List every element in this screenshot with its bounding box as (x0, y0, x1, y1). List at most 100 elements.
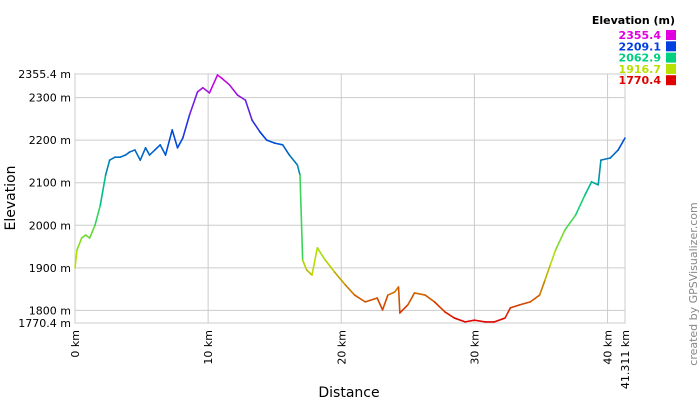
x-tick-label: 0 km (69, 330, 82, 358)
profile-segment (549, 249, 557, 266)
profile-segment (617, 137, 626, 151)
profile-segment (464, 319, 476, 323)
profile-segment (80, 234, 87, 239)
profile-segment (316, 247, 327, 261)
profile-segment (159, 144, 167, 156)
legend-label: 2209.1 (619, 40, 661, 53)
profile-segment (574, 194, 586, 216)
profile-segment (273, 142, 284, 146)
profile-segment (188, 91, 199, 116)
profile-segment (529, 294, 541, 303)
profile-segment (176, 137, 184, 149)
profile-segment (493, 317, 506, 323)
profile-segment (584, 181, 593, 196)
profile-segment (609, 149, 619, 159)
x-tick-label: 41.311 km (619, 330, 632, 389)
profile-segment (208, 74, 219, 94)
profile-segment (84, 234, 91, 239)
profile-segment (590, 181, 600, 186)
profile-segment (387, 291, 396, 296)
legend-title: Elevation (m) (592, 14, 675, 27)
y-tick-label: 2200 m (29, 134, 71, 147)
legend-label: 2355.4 (619, 29, 662, 42)
profile-segment (381, 294, 389, 311)
profile-segment (324, 259, 336, 273)
profile-segment (288, 154, 299, 166)
profile-segment (518, 301, 532, 306)
profile-segment (544, 264, 552, 281)
x-tick-label: 40 km (602, 330, 615, 365)
x-axis-label: Distance (318, 385, 379, 400)
profile-segment (299, 174, 304, 261)
profile-segment (124, 151, 131, 156)
profile-segment (148, 149, 156, 156)
profile-segment (554, 229, 566, 251)
profile-segment (196, 86, 204, 93)
legend-swatch (666, 52, 676, 63)
profile-segment (220, 77, 231, 86)
profile-segment (236, 94, 247, 101)
y-tick-label: 2300 m (29, 92, 71, 105)
profile-segment (444, 311, 456, 319)
profile-segment (399, 304, 409, 314)
profile-segment (597, 159, 602, 186)
y-tick-label: 2000 m (29, 219, 71, 232)
profile-segment (424, 294, 436, 303)
profile-segment (301, 259, 308, 271)
y-tick-label: 1900 m (29, 262, 71, 275)
profile-segment (104, 159, 111, 176)
profile-segment (139, 147, 147, 161)
profile-segment (94, 204, 102, 227)
y-tick-label: 1770.4 m (18, 317, 71, 330)
y-tick-label: 2100 m (29, 177, 71, 190)
profile-segment (538, 279, 546, 296)
profile-segment (376, 297, 384, 311)
profile-segment (296, 164, 301, 176)
profile-segment (134, 149, 142, 161)
profile-segment (433, 301, 446, 313)
profile-segment (144, 147, 151, 156)
y-tick-label: 1800 m (29, 304, 71, 317)
credit: created by GPSVisualizer.com (687, 202, 700, 365)
profile-segment (164, 129, 173, 156)
x-tick-label: 20 km (335, 330, 348, 365)
profile-segment (74, 249, 78, 269)
profile-segment (311, 247, 319, 276)
profile-segment (371, 297, 379, 301)
profile-segment (202, 86, 211, 94)
profile-segment (251, 119, 261, 133)
profile-segment (564, 214, 577, 231)
profile-segment (600, 157, 612, 161)
y-axis-label: Elevation (3, 165, 19, 230)
profile-segment (305, 269, 313, 276)
profile-segment (407, 292, 416, 306)
profile-segment (413, 292, 426, 296)
profile-segment (154, 144, 162, 151)
x-tick-label: 30 km (468, 330, 481, 365)
profile-segment (88, 224, 96, 239)
profile-segment (108, 156, 116, 161)
legend-swatch (666, 41, 676, 52)
profile-segment (344, 284, 356, 296)
profile-segment (397, 286, 401, 314)
legend-swatch (666, 75, 676, 86)
plot-area (74, 73, 626, 324)
x-tick-label: 10 km (202, 330, 215, 365)
profile-segment (182, 114, 191, 139)
profile-segment (364, 298, 373, 303)
profile-segment (473, 319, 486, 323)
profile-segment (128, 149, 136, 153)
profile-segment (244, 99, 253, 121)
y-tick-label: 2355.4 m (18, 68, 71, 81)
profile-segment (119, 154, 127, 158)
profile-segment (453, 317, 466, 323)
legend-label: 2062.9 (619, 52, 661, 65)
profile-segment (259, 131, 268, 141)
profile-segment (353, 294, 367, 303)
profile-segment (509, 304, 521, 309)
legend-swatch (666, 63, 676, 74)
profile-segment (216, 74, 223, 79)
profile-segment (99, 174, 107, 207)
profile-segment (281, 144, 291, 156)
